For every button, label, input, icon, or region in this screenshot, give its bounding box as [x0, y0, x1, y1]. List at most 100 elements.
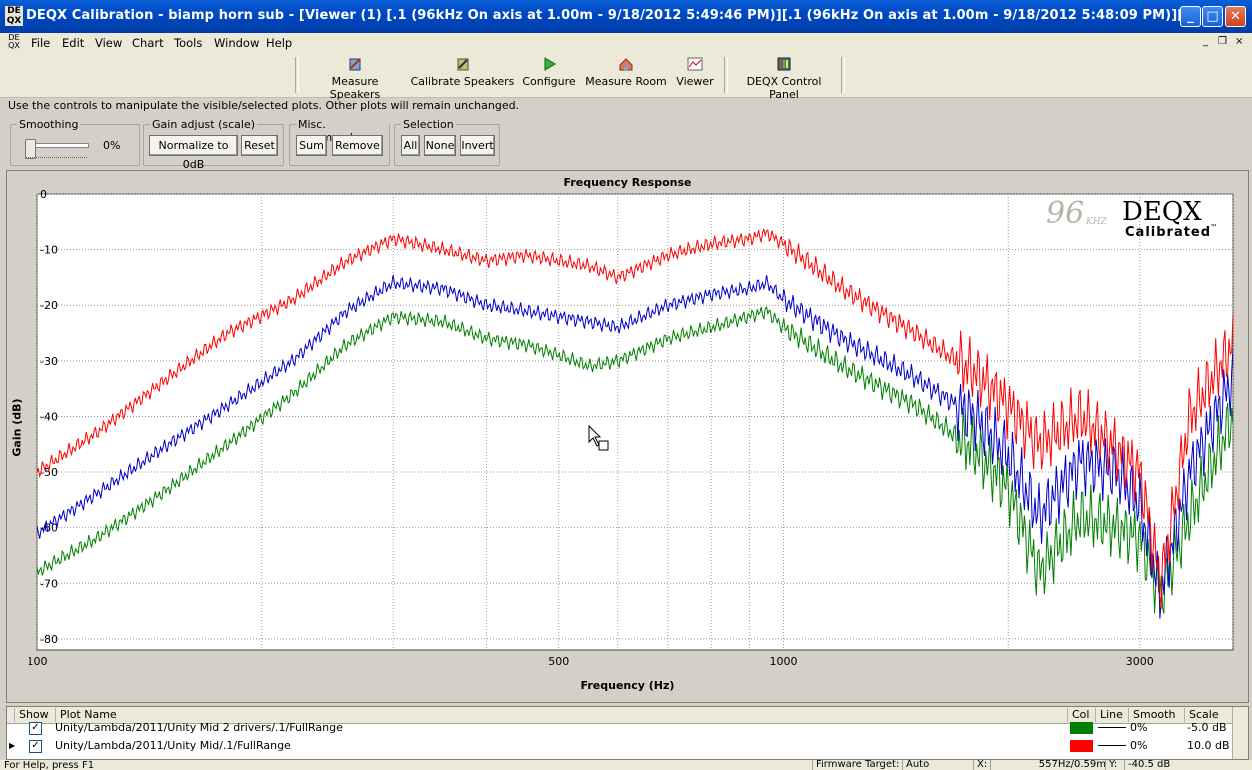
header-plot-name[interactable]: Plot Name: [55, 708, 1067, 722]
viewer-label: Viewer: [676, 75, 714, 88]
series-line[interactable]: [37, 274, 1233, 619]
chart-panel: Frequency Response Gain (dB) 0 -10 -20 -30 -…: [6, 170, 1249, 703]
x-axis-label: Frequency (Hz): [580, 679, 675, 692]
speaker-measure-icon: [349, 58, 361, 71]
title-bar: DE QX DEQX Calibration - biamp horn sub …: [0, 0, 1252, 33]
watermark-brand: DEQX: [1122, 197, 1202, 227]
measure-room-button[interactable]: Measure Room: [585, 56, 667, 94]
menu-chart[interactable]: Chart: [132, 36, 164, 50]
show-checkbox[interactable]: ✓: [29, 722, 42, 735]
cursor-x-value: 557Hz/0.59m: [990, 760, 1106, 770]
firmware-target-label: Firmware Target:: [812, 760, 902, 770]
mdi-minimize-button[interactable]: _: [1203, 36, 1208, 47]
scale-value: 10.0 dB: [1187, 739, 1230, 752]
configure-button[interactable]: Configure: [520, 56, 578, 94]
y-tick-label: -30: [40, 355, 58, 368]
plot-row[interactable]: ✓ Unity/Lambda/2011/Unity Mid 2 drivers/…: [7, 721, 1248, 739]
remove-button[interactable]: Remove: [332, 135, 383, 156]
app-icon[interactable]: DE QX: [5, 6, 23, 26]
series-line[interactable]: [37, 305, 1233, 614]
smooth-value: 0%: [1130, 721, 1148, 734]
line-style-sample[interactable]: [1098, 727, 1126, 728]
y-tick-label: -70: [40, 577, 58, 590]
menu-tools[interactable]: Tools: [174, 36, 203, 50]
minimize-button[interactable]: _: [1180, 6, 1201, 27]
calibrate-speakers-button[interactable]: Calibrate Speakers: [410, 56, 515, 94]
watermark-tag: Calibrated: [1125, 225, 1211, 240]
select-all-button[interactable]: All: [401, 135, 420, 156]
series-line[interactable]: [37, 227, 1233, 609]
gain-adjust-group-label: Gain adjust (scale): [150, 118, 258, 131]
y-tick-label: 0: [40, 190, 47, 201]
color-swatch[interactable]: [1070, 722, 1093, 734]
plot-list-header: Show Plot Name Col Line Smooth Scale: [7, 707, 1248, 724]
menu-view[interactable]: View: [95, 36, 123, 50]
mdi-restore-button[interactable]: ❐: [1218, 36, 1227, 47]
header-line[interactable]: Line: [1095, 708, 1128, 722]
firmware-target-value: Auto: [902, 760, 974, 770]
y-tick-label: -40: [40, 410, 58, 423]
selection-group: Selection All None Invert: [394, 118, 500, 166]
cursor-y-value: -40.5 dB: [1124, 760, 1178, 770]
y-tick-label: -10: [40, 244, 58, 257]
toolbar-separator: [724, 57, 728, 93]
reset-button[interactable]: Reset: [241, 135, 278, 156]
x-tick-label: 100: [29, 655, 48, 668]
viewer-button[interactable]: Viewer: [674, 56, 716, 94]
header-scale[interactable]: Scale: [1184, 708, 1229, 722]
x-tick-label: 1000: [770, 655, 798, 668]
gain-adjust-group: Gain adjust (scale) Normalize to 0dB Res…: [143, 118, 284, 171]
select-none-button[interactable]: None: [424, 135, 456, 156]
mouse-cursor-icon: [588, 424, 602, 447]
smoothing-group-label: Smoothing: [17, 118, 81, 131]
invert-selection-button[interactable]: Invert: [460, 135, 495, 156]
configure-label: Configure: [522, 75, 576, 88]
show-checkbox[interactable]: ✓: [29, 740, 42, 753]
misc-commands-group: Misc. commands Sum Remove: [289, 118, 390, 166]
header-show[interactable]: Show: [14, 708, 57, 722]
line-style-sample[interactable]: [1098, 745, 1126, 746]
watermark-rate: 96: [1046, 196, 1084, 231]
cursor-y-label: Y:: [1105, 760, 1123, 770]
menu-file[interactable]: File: [31, 36, 51, 50]
plot-list: Show Plot Name Col Line Smooth Scale ✓ U…: [6, 706, 1249, 760]
instruction-text: Use the controls to manipulate the visib…: [8, 99, 520, 112]
mdi-close-button[interactable]: ×: [1235, 36, 1244, 47]
viewer-icon: [687, 57, 703, 71]
plot-list-scrollbar[interactable]: [1232, 707, 1248, 759]
y-tick-label: -80: [40, 633, 58, 646]
toolbar-separator: [295, 57, 299, 93]
measure-room-label: Measure Room: [585, 75, 667, 88]
header-col[interactable]: Col: [1067, 708, 1097, 722]
menu-edit[interactable]: Edit: [62, 36, 85, 50]
plot-row[interactable]: ▶ ✓ Unity/Lambda/2011/Unity Mid/.1/FullR…: [7, 739, 1248, 757]
close-button[interactable]: ✕: [1225, 6, 1246, 27]
maximize-button[interactable]: □: [1202, 6, 1223, 27]
x-tick-label: 3000: [1126, 655, 1154, 668]
control-panel-icon: [777, 57, 791, 71]
scale-value: -5.0 dB: [1187, 721, 1227, 734]
menu-help[interactable]: Help: [266, 36, 293, 50]
smoothing-slider-ticks: [25, 154, 87, 158]
mdi-child-icon[interactable]: DE QX: [7, 33, 21, 50]
watermark-trademark: ™: [1210, 223, 1218, 232]
window-title: DEQX Calibration - biamp horn sub - [Vie…: [26, 8, 1224, 23]
toolbar-separator: [841, 57, 845, 93]
deqx-control-panel-button[interactable]: DEQX Control Panel: [733, 56, 835, 101]
calibrate-speakers-label: Calibrate Speakers: [410, 75, 515, 88]
normalize-button[interactable]: Normalize to 0dB: [149, 135, 238, 171]
main-toolbar: Measure Speakers Calibrate Speakers Conf…: [0, 53, 1252, 101]
plot-name: Unity/Lambda/2011/Unity Mid 2 drivers/.1…: [55, 721, 343, 734]
color-swatch[interactable]: [1070, 740, 1093, 752]
header-smooth[interactable]: Smooth: [1128, 708, 1181, 722]
smoothing-slider-thumb[interactable]: [25, 139, 36, 159]
measure-speakers-button[interactable]: Measure Speakers: [305, 56, 405, 101]
sum-button[interactable]: Sum: [296, 135, 327, 156]
chart-title: Frequency Response: [563, 176, 692, 189]
y-tick-label: -20: [40, 299, 58, 312]
smoothing-value: 0%: [103, 139, 121, 152]
deqx-control-panel-label: DEQX Control Panel: [746, 75, 822, 101]
y-axis-label: Gain (dB): [10, 398, 24, 457]
menu-window[interactable]: Window: [214, 36, 260, 50]
